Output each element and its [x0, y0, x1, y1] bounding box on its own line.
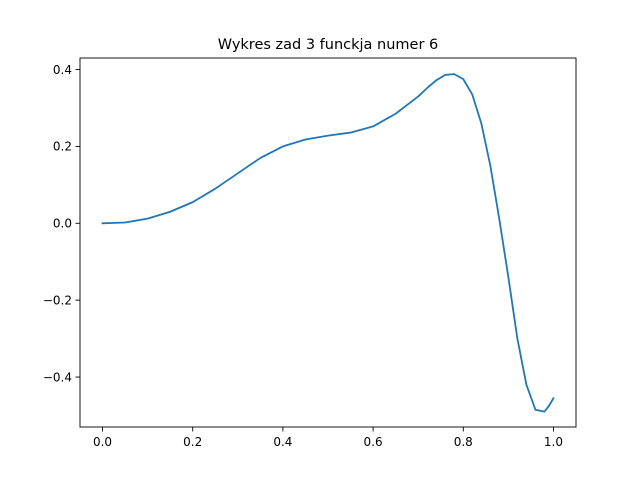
- y-tick-label: −0.2: [43, 293, 72, 307]
- series-line-1: [101, 73, 555, 413]
- x-tick-label: 0.8: [454, 435, 473, 449]
- axes-frame: [79, 57, 577, 428]
- x-tick-label: 0.6: [364, 435, 383, 449]
- y-tick-label: −0.4: [43, 370, 72, 384]
- chart-title: Wykres zad 3 funckja numer 6: [218, 37, 439, 53]
- y-tick-label: 0.4: [53, 63, 72, 77]
- x-tick-label: 1.0: [544, 435, 563, 449]
- x-tick-label: 0.4: [273, 435, 292, 449]
- x-tick-label: 0.0: [93, 435, 112, 449]
- y-tick-label: 0.0: [53, 217, 72, 231]
- y-tick-label: 0.2: [53, 140, 72, 154]
- x-tick-label: 0.2: [183, 435, 202, 449]
